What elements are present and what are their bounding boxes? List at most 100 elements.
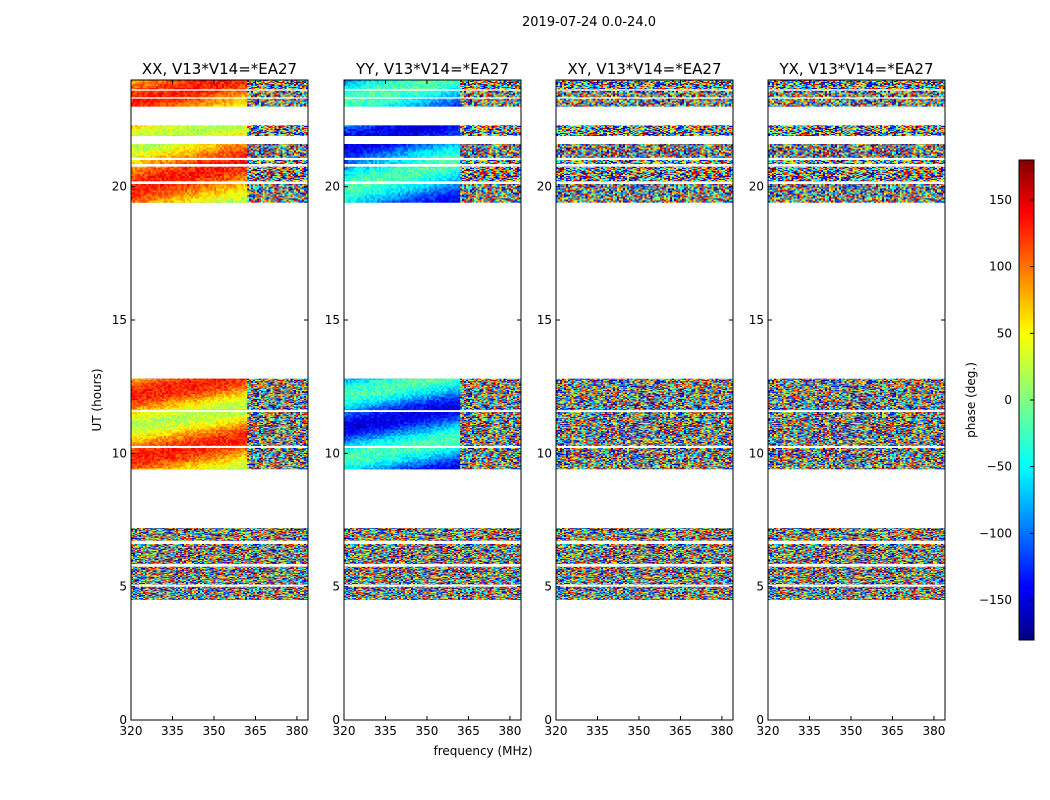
panel-2-ytick-label-2: 5 [332,580,340,594]
panel-1: XX, V13*V14=*EA27 320 335 350 365 380 0 5 10 15 20 [112,60,309,738]
panel-3-flag-gap-11 [556,97,733,99]
panel-1-flag-gap-7 [131,164,308,167]
panel-3-xtick-label-5: 380 [710,724,733,738]
panel-4-xtick-label-3: 350 [840,724,863,738]
panel-2-flag-gap-6 [344,181,521,184]
panel-3-flag-gap-6 [556,181,733,184]
panel-3-ytick-label-2: 5 [544,580,552,594]
panel-4-flag-gap-8 [768,157,945,160]
panel-3-ytick-label-4: 15 [537,313,552,327]
panel-4-title: YX, V13*V14=*EA27 [778,60,933,78]
panel-2-flag-gap-8 [344,157,521,160]
panel-2-ytick-label-3: 10 [325,446,340,460]
panel-3-flag-gap-9 [556,136,733,144]
y-axis-label: UT (hours) [90,368,104,431]
panel-1-flag-gap-12 [131,89,308,91]
panel-3-ytick-label-1: 0 [544,713,552,727]
colorbar-tick-label-7: −150 [979,593,1012,607]
panel-4-ytick-label-5: 20 [749,180,764,194]
panel-3-flag-gap-7 [556,164,733,167]
panel-4-flag-gap-3 [768,584,945,587]
colorbar-tick-label-1: 150 [989,193,1012,207]
colorbar-tick-label-6: −100 [979,526,1012,540]
panel-2-frame [343,79,522,721]
panel-1-xtick-label-1: 320 [120,724,143,738]
panel-3-xtick-label-3: 350 [628,724,651,738]
panel-4-flag-gap-1 [768,540,945,544]
panel-3-flag-gap-4 [556,445,733,448]
panel-4-flag-gap-7 [768,164,945,167]
panel-1-flag-gap-2 [131,564,308,567]
panel-2-flag-gap-11 [344,97,521,99]
colorbar-tick-label-4: 0 [1004,393,1012,407]
panel-3-flag-gap-3 [556,584,733,587]
panel-3-data-block-2 [556,378,733,470]
panel-2: YY, V13*V14=*EA27 320 335 350 365 380 0 5 10 15 20 [325,60,522,738]
panel-2-ytick-label-4: 15 [325,313,340,327]
panel-1-xtick-label-4: 365 [244,724,267,738]
panel-2-flag-gap-5 [344,410,521,412]
panel-1-ytick-label-1: 0 [119,713,127,727]
panel-1-xtick-label-5: 380 [285,724,308,738]
panel-3-flag-gap-1 [556,540,733,544]
panel-4-flag-gap-4 [768,445,945,448]
panel-2-flag-gap-1 [344,540,521,544]
panel-2-xtick-label-5: 380 [498,724,521,738]
panel-1-flag-gap-1 [131,540,308,544]
panel-4-flag-gap-10 [768,106,945,126]
panel-1-coherent-region-1 [131,378,248,470]
panel-2-xtick-label-1: 320 [333,724,356,738]
panel-4-xtick-label-2: 335 [798,724,821,738]
panel-2-flag-gap-2 [344,564,521,567]
panel-4-flag-gap-5 [768,410,945,412]
panel-1-ytick-label-4: 15 [112,313,127,327]
panel-4-xtick-label-5: 380 [922,724,945,738]
panel-1-title: XX, V13*V14=*EA27 [142,60,297,78]
colorbar-tick-label-5: −50 [987,460,1012,474]
panel-2-xtick-label-4: 365 [457,724,480,738]
panel-2-coherent-region-1 [344,378,461,470]
panel-2-ytick-label-1: 0 [332,713,340,727]
panel-2-ytick-label-5: 20 [325,180,340,194]
panel-1-frame [130,79,309,721]
panel-1-flag-gap-3 [131,584,308,587]
panel-1-ytick-label-2: 5 [119,580,127,594]
panel-1-flag-gap-10 [131,106,308,126]
panel-1-flag-gap-6 [131,181,308,184]
panel-3-flag-gap-5 [556,410,733,412]
panel-3-flag-gap-10 [556,106,733,126]
panel-1-flag-gap-8 [131,157,308,160]
panel-4-data-block-2 [768,378,945,470]
panel-4-flag-gap-9 [768,136,945,144]
panel-4-flag-gap-12 [768,89,945,91]
x-axis-label: frequency (MHz) [433,744,532,758]
panel-1-ytick-label-3: 10 [112,446,127,460]
panel-4-xtick-label-1: 320 [757,724,780,738]
colorbar-ticks: 150 100 50 0 −50 −100 −150 [979,193,1034,607]
panel-3-xtick-label-2: 335 [586,724,609,738]
panel-1-ytick-label-5: 20 [112,180,127,194]
panel-2-xtick-label-3: 350 [416,724,439,738]
panel-3-ytick-label-3: 10 [537,446,552,460]
panel-1-xtick-label-2: 335 [161,724,184,738]
panel-1-flag-gap-11 [131,97,308,99]
panel-1-xtick-label-3: 350 [203,724,226,738]
panel-4: YX, V13*V14=*EA27 320 335 350 365 380 0 5 10 15 20 [749,60,946,738]
panel-4-ytick-label-1: 0 [756,713,764,727]
panel-3-ytick-label-5: 20 [537,180,552,194]
colorbar-label: phase (deg.) [964,362,978,438]
panel-2-flag-gap-7 [344,164,521,167]
panel-4-frame [767,79,946,721]
panel-1-flag-gap-4 [131,445,308,448]
panel-3-flag-gap-12 [556,89,733,91]
panel-3-frame [555,79,734,721]
colorbar: 150 100 50 0 −50 −100 −150 phase (deg.) [964,159,1035,641]
panel-2-flag-gap-4 [344,445,521,448]
panel-3-flag-gap-8 [556,157,733,160]
panel-4-ytick-label-4: 15 [749,313,764,327]
panel-3-xtick-label-4: 365 [669,724,692,738]
panel-2-flag-gap-3 [344,584,521,587]
panel-4-flag-gap-6 [768,181,945,184]
panel-2-title: YY, V13*V14=*EA27 [355,60,509,78]
